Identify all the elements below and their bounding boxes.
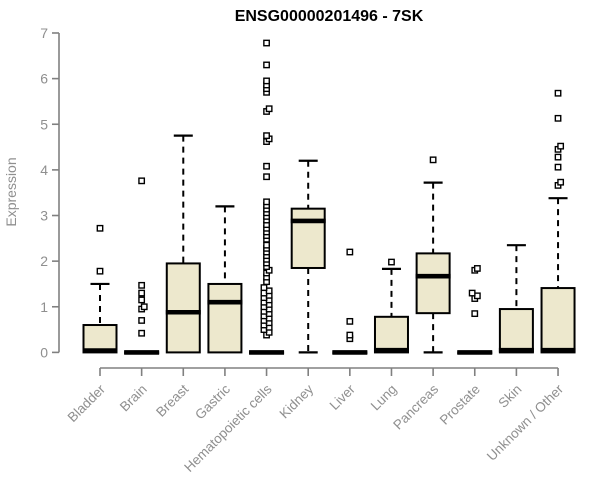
y-tick-label: 2 <box>40 253 48 269</box>
outlier-point <box>388 258 395 266</box>
outlier-point <box>265 105 273 113</box>
y-tick-label: 0 <box>40 344 48 360</box>
outlier-point <box>554 114 562 122</box>
outlier-point <box>96 224 104 232</box>
outlier-point <box>96 267 104 275</box>
outlier-point <box>554 163 562 171</box>
y-axis-label: Expression <box>3 157 19 226</box>
outlier-point <box>471 310 479 318</box>
x-category-label: Kidney <box>277 381 317 421</box>
outlier-point <box>260 284 268 292</box>
boxplot-box <box>165 262 201 354</box>
x-category-label: Unknown / Other <box>484 381 567 464</box>
y-tick-label: 7 <box>40 25 48 41</box>
y-tick-label: 1 <box>40 299 48 315</box>
outlier-point <box>346 317 354 325</box>
x-category-label: Prostate <box>437 382 483 428</box>
outlier-point <box>263 173 270 181</box>
outlier-point <box>138 177 146 185</box>
outlier-point <box>263 132 270 140</box>
boxplot-box <box>290 207 326 269</box>
outlier-point <box>138 296 146 304</box>
outlier-point <box>346 331 354 339</box>
y-tick-label: 6 <box>40 71 48 87</box>
x-category-label: Breast <box>153 381 191 419</box>
chart-title: ENSG00000201496 - 7SK <box>235 8 424 25</box>
outlier-point <box>263 162 270 170</box>
boxplot-box <box>373 315 409 354</box>
boxplot-box <box>498 308 534 354</box>
y-tick-label: 3 <box>40 208 48 224</box>
x-category-label: Pancreas <box>390 381 441 432</box>
boxplot-box <box>540 287 576 354</box>
outlier-point <box>346 248 354 256</box>
outlier-point <box>138 289 146 297</box>
y-tick-label: 4 <box>40 162 48 178</box>
outlier-point <box>429 156 437 164</box>
outlier-point <box>140 303 148 311</box>
outlier-point <box>468 289 476 297</box>
outlier-point <box>557 178 565 186</box>
outlier-point <box>263 39 270 47</box>
outlier-point <box>263 61 270 69</box>
outlier-point <box>138 329 146 337</box>
y-tick-label: 5 <box>40 116 48 132</box>
x-category-label: Skin <box>495 382 524 411</box>
outlier-point <box>138 317 146 324</box>
x-category-label: Brain <box>117 382 150 415</box>
boxplot-box <box>415 252 451 315</box>
x-category-label: Lung <box>368 382 400 414</box>
outlier-point <box>554 89 562 97</box>
x-category-label: Liver <box>327 381 359 413</box>
boxplot-box <box>207 282 243 354</box>
outlier-point <box>557 142 565 150</box>
outlier-point <box>473 265 481 272</box>
outlier-point <box>554 153 562 161</box>
x-category-label: Bladder <box>65 381 109 425</box>
outlier-point <box>263 241 270 249</box>
outlier-point <box>138 281 146 289</box>
x-category-label: Gastric <box>192 381 233 422</box>
outlier-point <box>263 198 270 206</box>
outlier-point <box>263 77 270 85</box>
